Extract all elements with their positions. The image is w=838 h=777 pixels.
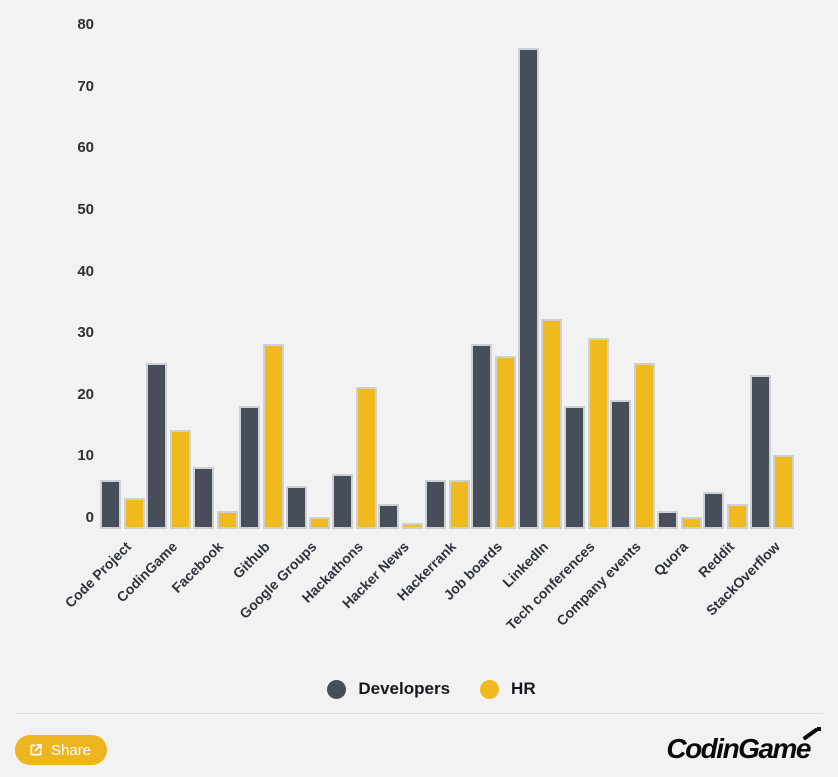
bar-developers-company-events[interactable] [610,399,632,529]
bar-hr-facebook[interactable] [216,510,238,529]
bar-hr-stackoverflow[interactable] [773,455,795,529]
y-axis-tick-label: 20 [77,385,94,403]
divider [15,713,823,714]
chart-legend: Developers HR [0,676,838,702]
bar-developers-codingame[interactable] [146,362,168,529]
bar-developers-stackoverflow[interactable] [749,374,771,529]
legend-item-developers[interactable]: Developers [327,679,450,699]
bar-hr-reddit[interactable] [726,504,748,529]
bar-hr-code-project[interactable] [123,498,145,529]
bar-developers-code-project[interactable] [100,479,121,529]
legend-item-hr[interactable]: HR [480,679,536,699]
y-axis-tick-label: 30 [77,324,94,342]
y-axis-tick-label: 70 [77,77,94,95]
logo-spark-dot-icon [817,727,821,731]
brand-text: CodinGame [666,733,811,764]
bar-developers-hacker-news[interactable] [378,504,400,529]
share-button[interactable]: Share [15,735,108,765]
x-axis-label-quora: Quora [649,538,691,579]
share-icon [28,742,44,758]
x-axis-label-reddit: Reddit [694,538,737,581]
bar-developers-linkedin[interactable] [517,48,539,529]
y-axis-tick-label: 60 [77,139,94,157]
y-axis-tick-label: 40 [77,262,94,280]
bar-developers-facebook[interactable] [192,467,214,529]
y-axis-tick-label: 0 [85,509,94,526]
bar-hr-linkedin[interactable] [541,319,563,529]
bar-developers-google-groups[interactable] [285,485,307,529]
y-axis-tick-label: 80 [77,16,94,33]
legend-dot-icon [480,679,500,699]
x-axis-label-github: Github [229,538,273,582]
y-axis-tick-label: 50 [77,200,94,218]
legend-label: Developers [358,679,451,698]
bar-hr-hacker-news[interactable] [402,522,424,529]
bar-hr-hackerrank[interactable] [448,479,470,529]
x-axis-label-company-events: Company events [553,538,645,629]
bar-hr-company-events[interactable] [634,362,656,529]
bar-hr-google-groups[interactable] [309,516,331,529]
bar-developers-quora[interactable] [656,510,678,529]
bar-developers-job-boards[interactable] [471,344,493,529]
bar-hr-hackathons[interactable] [355,387,377,529]
bar-developers-hackerrank[interactable] [424,479,446,529]
share-button-label: Share [51,741,92,759]
bar-hr-quora[interactable] [680,516,702,529]
y-axis-tick-label: 10 [77,447,94,465]
bar-developers-tech-conferences[interactable] [564,405,585,529]
codingame-logo: CodinGame [666,727,821,767]
legend-label: HR [511,679,536,698]
bar-hr-codingame[interactable] [170,430,192,529]
bar-hr-job-boards[interactable] [494,356,516,529]
bar-hr-tech-conferences[interactable] [587,337,609,529]
legend-dot-icon [327,679,347,699]
bar-developers-hackathons[interactable] [332,473,353,529]
bar-hr-github[interactable] [262,344,284,529]
bar-developers-github[interactable] [239,405,261,529]
bar-developers-reddit[interactable] [703,492,725,529]
